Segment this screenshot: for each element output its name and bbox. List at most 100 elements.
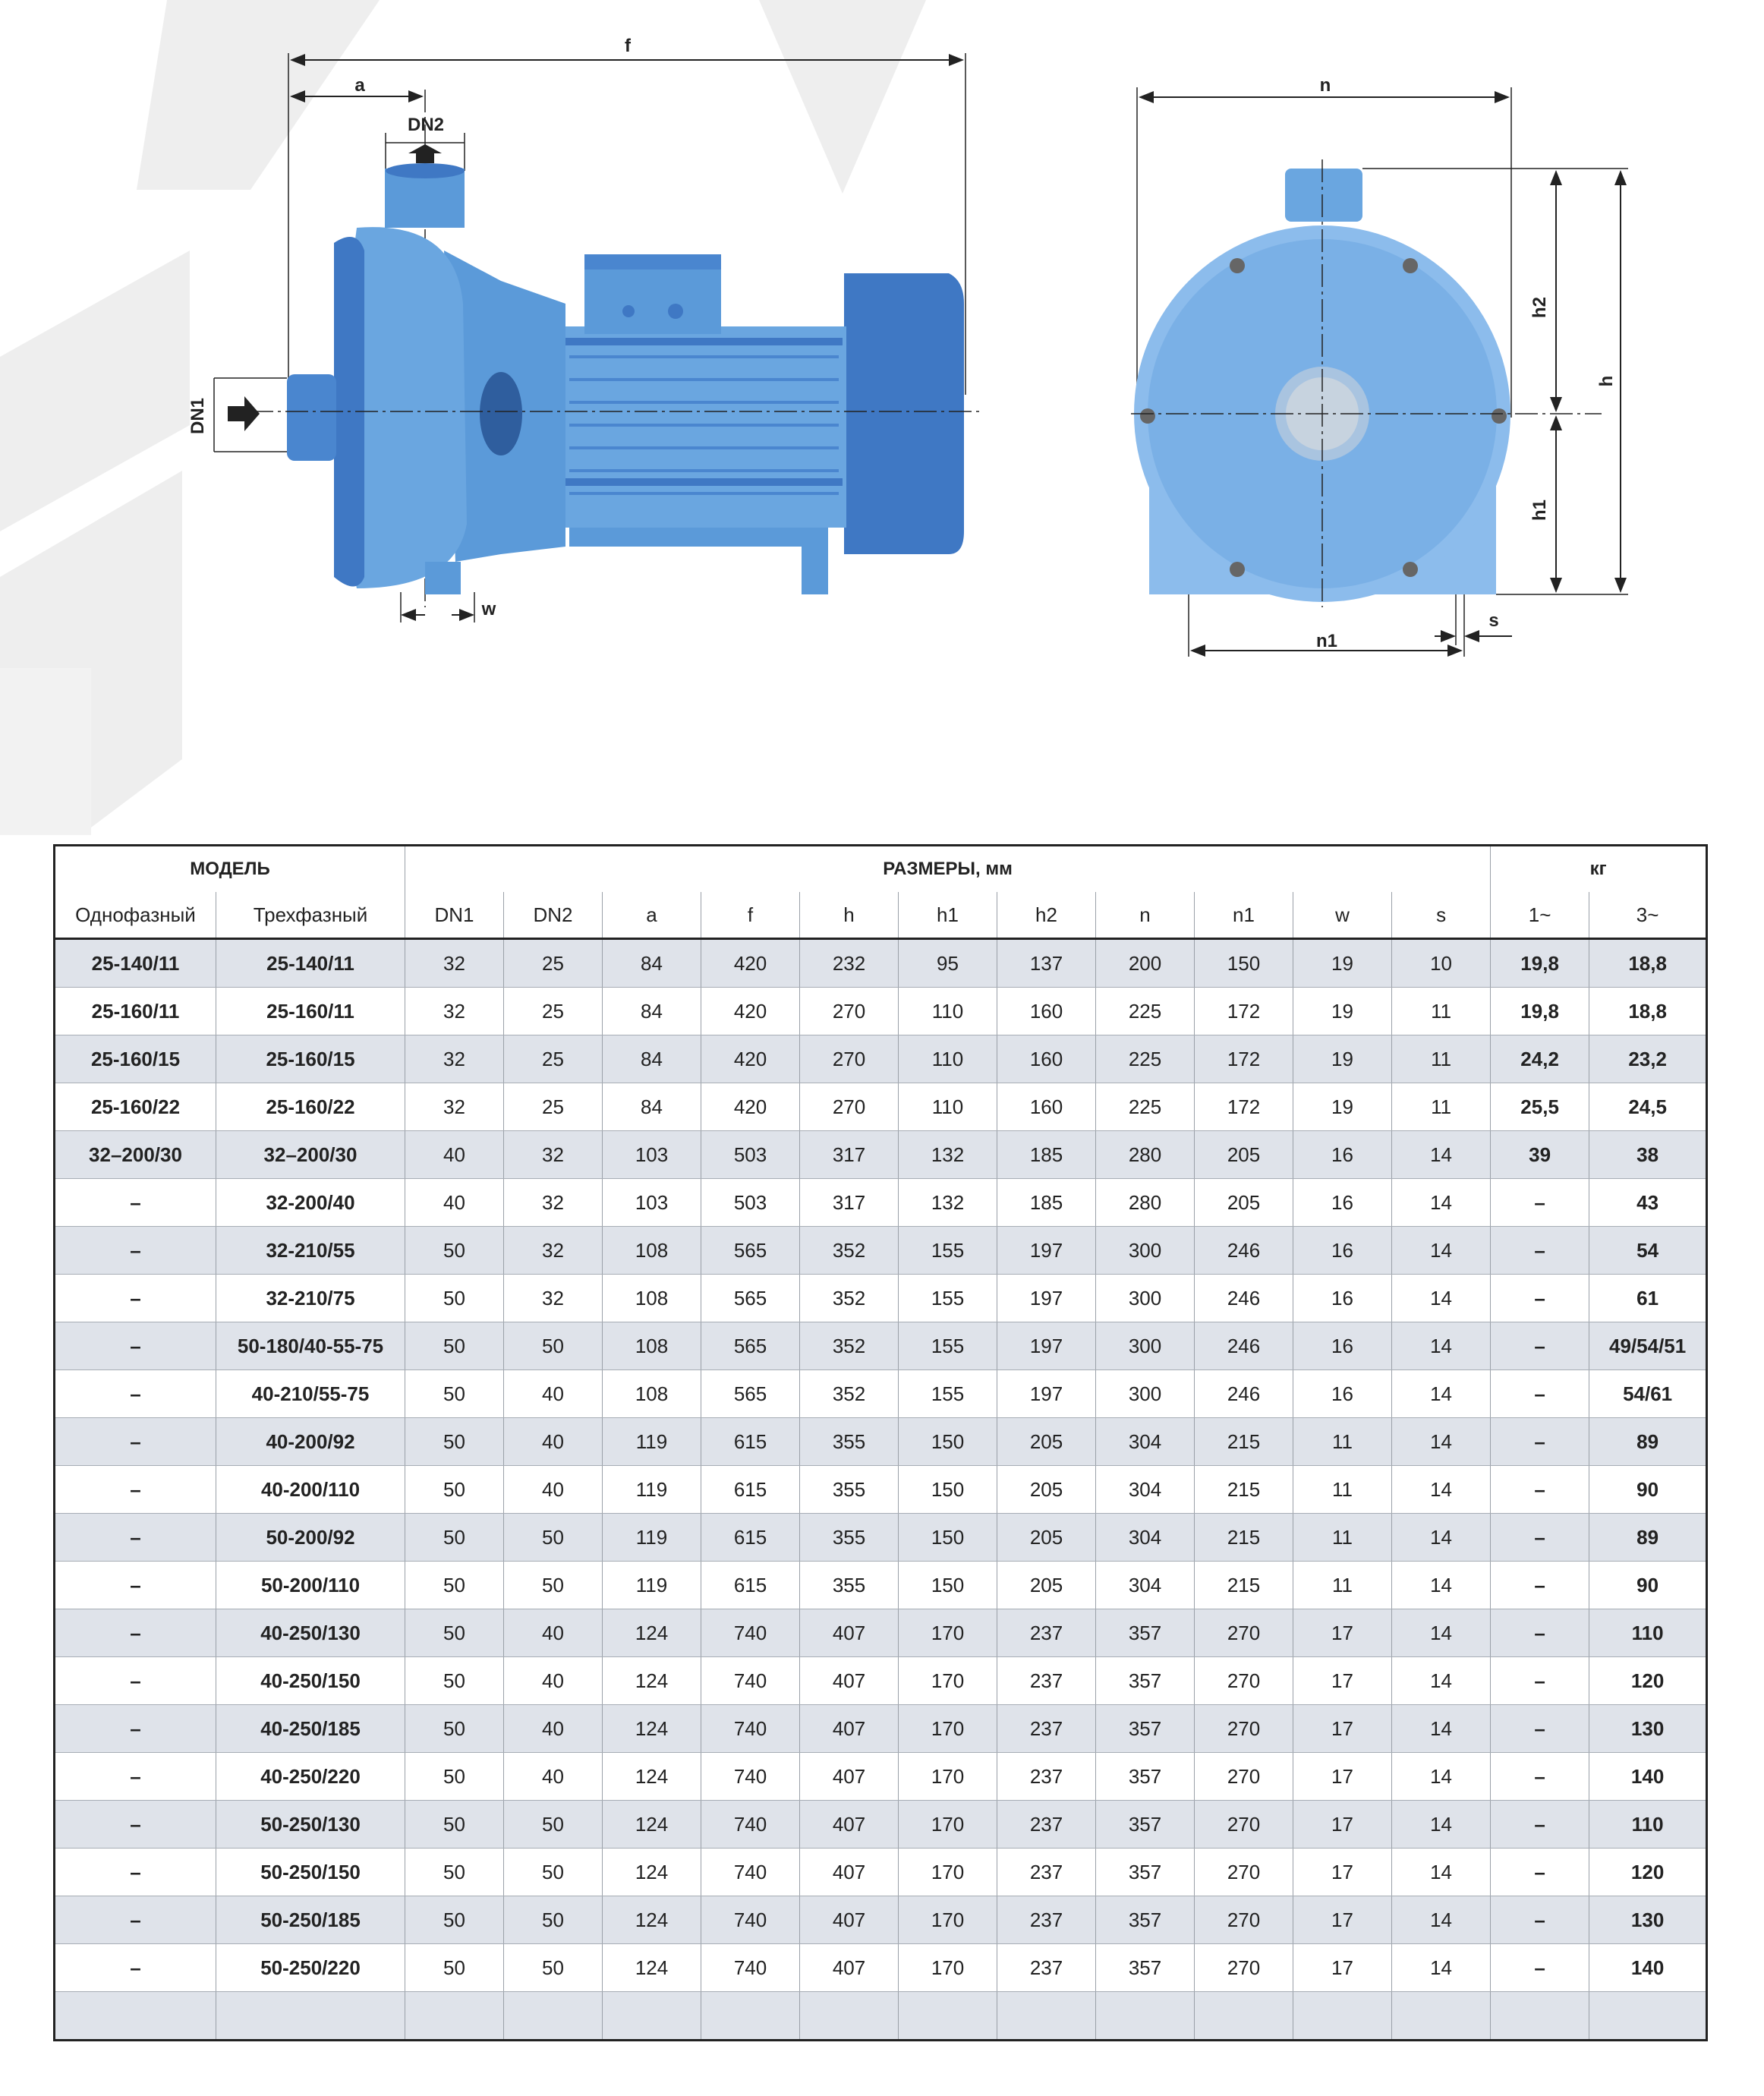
table-cell: 170 bbox=[898, 1896, 997, 1944]
table-cell: 357 bbox=[1095, 1943, 1195, 1992]
table-cell: 11 bbox=[1293, 1561, 1392, 1609]
table-row: 25-160/11 25-160/11 32 25 84 420 270 110 160 225 1… bbox=[54, 987, 1707, 1035]
table-cell: 565 bbox=[701, 1369, 800, 1418]
table-cell: 23,2 bbox=[1589, 1035, 1707, 1083]
table-cell: 232 bbox=[799, 938, 899, 988]
table-row: –40-210/55-75 50 40 108 565 352 155 197 300 246 16… bbox=[54, 1369, 1707, 1418]
table-cell: 50-180/40-55-75 bbox=[215, 1322, 405, 1370]
table-cell: 407 bbox=[799, 1704, 899, 1753]
table-cell: 304 bbox=[1095, 1417, 1195, 1466]
dim-label-n1: n1 bbox=[1316, 631, 1337, 651]
table-cell: 14 bbox=[1391, 1752, 1491, 1801]
table-row: –40-250/130 50 40 124 740 407 170 237 357 270 17 14… bbox=[54, 1609, 1707, 1657]
table-cell: 420 bbox=[701, 987, 800, 1035]
table-cell: 14 bbox=[1391, 1848, 1491, 1896]
table-cell: 130 bbox=[1589, 1704, 1707, 1753]
table-cell: 108 bbox=[602, 1322, 701, 1370]
table-cell: 40-250/220 bbox=[215, 1752, 405, 1801]
table-cell: 50 bbox=[405, 1800, 504, 1849]
table-cell: 124 bbox=[602, 1656, 701, 1705]
table-cell: 740 bbox=[701, 1800, 800, 1849]
table-cell: 108 bbox=[602, 1369, 701, 1418]
table-cell: 19,8 bbox=[1490, 987, 1589, 1035]
table-cell: 407 bbox=[799, 1848, 899, 1896]
table-cell: 40-250/130 bbox=[215, 1609, 405, 1657]
column-header: DN2 bbox=[503, 892, 603, 940]
table-cell: 280 bbox=[1095, 1178, 1195, 1227]
table-cell bbox=[898, 1991, 997, 2041]
table-cell: 420 bbox=[701, 938, 800, 988]
table-row: –50-250/130 50 50 124 740 407 170 237 357 270 17 14… bbox=[54, 1800, 1707, 1849]
dim-label-h: h bbox=[1596, 376, 1617, 387]
table-cell: 124 bbox=[602, 1848, 701, 1896]
table-cell: – bbox=[54, 1417, 216, 1466]
table-cell: 11 bbox=[1391, 1035, 1491, 1083]
table-cell: 110 bbox=[1589, 1609, 1707, 1657]
table-cell: 54/61 bbox=[1589, 1369, 1707, 1418]
table-cell: 300 bbox=[1095, 1369, 1195, 1418]
table-row: –50-250/150 50 50 124 740 407 170 237 357 270 17 14… bbox=[54, 1848, 1707, 1896]
table-cell: 197 bbox=[997, 1274, 1096, 1322]
table-cell: 89 bbox=[1589, 1417, 1707, 1466]
table-cell: – bbox=[1490, 1656, 1589, 1705]
table-cell bbox=[1095, 1991, 1195, 2041]
table-cell: 355 bbox=[799, 1561, 899, 1609]
table-cell: 84 bbox=[602, 938, 701, 988]
table-cell: 110 bbox=[898, 1035, 997, 1083]
dim-label-h2: h2 bbox=[1529, 297, 1550, 318]
table-cell: – bbox=[1490, 1513, 1589, 1562]
table-cell: – bbox=[1490, 1417, 1589, 1466]
table-cell: 300 bbox=[1095, 1274, 1195, 1322]
table-cell: 172 bbox=[1194, 1083, 1293, 1131]
dim-label-dn1: DN1 bbox=[187, 398, 208, 434]
table-cell: 270 bbox=[799, 987, 899, 1035]
table-cell: 357 bbox=[1095, 1752, 1195, 1801]
table-cell: 50-250/130 bbox=[215, 1800, 405, 1849]
table-cell: 49/54/51 bbox=[1589, 1322, 1707, 1370]
table-row: –50-250/220 50 50 124 740 407 170 237 357 270 17 14… bbox=[54, 1943, 1707, 1992]
table-cell: 357 bbox=[1095, 1896, 1195, 1944]
table-cell: 357 bbox=[1095, 1609, 1195, 1657]
table-cell: 270 bbox=[1194, 1848, 1293, 1896]
table-cell: 124 bbox=[602, 1609, 701, 1657]
table-cell: 155 bbox=[898, 1322, 997, 1370]
dim-label-w: w bbox=[481, 599, 496, 619]
table-cell: 16 bbox=[1293, 1274, 1392, 1322]
table-cell: 132 bbox=[898, 1130, 997, 1179]
table-cell: 185 bbox=[997, 1178, 1096, 1227]
table-cell bbox=[215, 1991, 405, 2041]
table-cell: – bbox=[54, 1561, 216, 1609]
table-cell: 18,8 bbox=[1589, 987, 1707, 1035]
table-cell: 270 bbox=[1194, 1609, 1293, 1657]
table-cell: 237 bbox=[997, 1800, 1096, 1849]
table-cell: 237 bbox=[997, 1752, 1096, 1801]
table-cell: 40 bbox=[503, 1609, 603, 1657]
table-cell: 270 bbox=[1194, 1656, 1293, 1705]
table-cell bbox=[1589, 1991, 1707, 2041]
table-cell: 215 bbox=[1194, 1465, 1293, 1514]
column-header: h1 bbox=[898, 892, 997, 940]
column-header: Трехфазный bbox=[215, 892, 405, 940]
table-cell: 11 bbox=[1391, 1083, 1491, 1131]
table-cell: – bbox=[54, 1609, 216, 1657]
column-header: w bbox=[1293, 892, 1392, 940]
watermark-logo bbox=[0, 0, 926, 835]
table-cell: 280 bbox=[1095, 1130, 1195, 1179]
column-header: Однофазный bbox=[54, 892, 216, 940]
table-cell bbox=[799, 1991, 899, 2041]
table-cell: 160 bbox=[997, 987, 1096, 1035]
table-cell: 14 bbox=[1391, 1896, 1491, 1944]
table-cell: – bbox=[54, 1896, 216, 1944]
table-cell: 50 bbox=[405, 1465, 504, 1514]
table-cell: 84 bbox=[602, 1035, 701, 1083]
table-cell: 270 bbox=[1194, 1704, 1293, 1753]
table-cell: 237 bbox=[997, 1896, 1096, 1944]
table-cell: 25 bbox=[503, 1035, 603, 1083]
table-row: 25-160/22 25-160/22 32 25 84 420 270 110 160 225 1… bbox=[54, 1083, 1707, 1131]
table-cell: 317 bbox=[799, 1178, 899, 1227]
table-cell: 17 bbox=[1293, 1656, 1392, 1705]
table-cell: 420 bbox=[701, 1035, 800, 1083]
table-cell: 14 bbox=[1391, 1943, 1491, 1992]
table-cell: 200 bbox=[1095, 938, 1195, 988]
table-cell: 615 bbox=[701, 1465, 800, 1514]
